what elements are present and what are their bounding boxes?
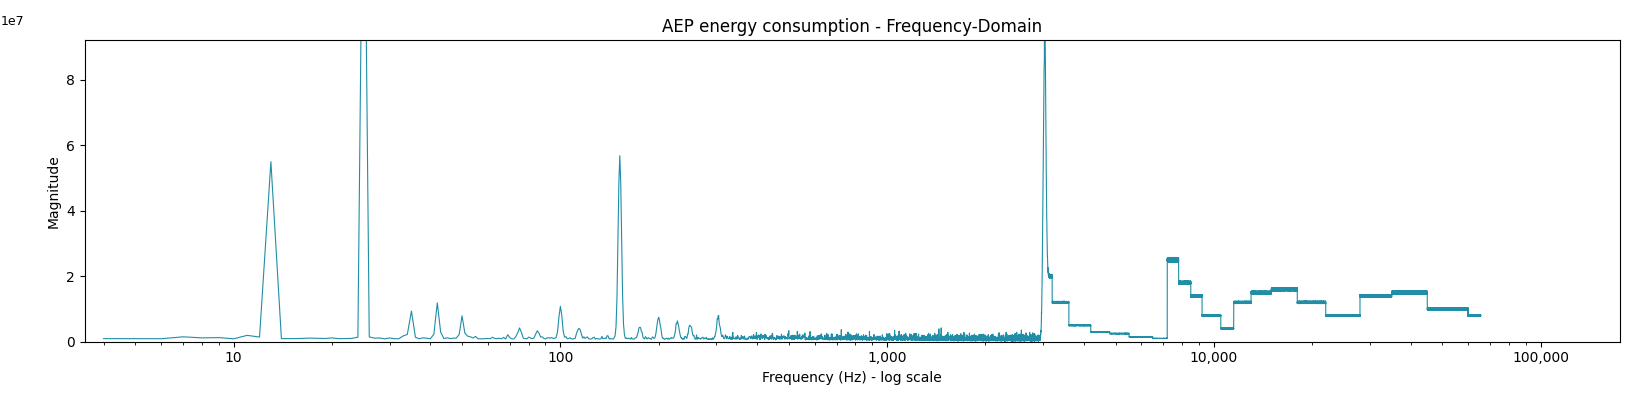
Y-axis label: Magnitude: Magnitude [46,154,60,228]
Text: 1e7: 1e7 [0,15,25,28]
Title: AEP energy consumption - Frequency-Domain: AEP energy consumption - Frequency-Domai… [662,18,1043,36]
X-axis label: Frequency (Hz) - log scale: Frequency (Hz) - log scale [762,371,942,385]
